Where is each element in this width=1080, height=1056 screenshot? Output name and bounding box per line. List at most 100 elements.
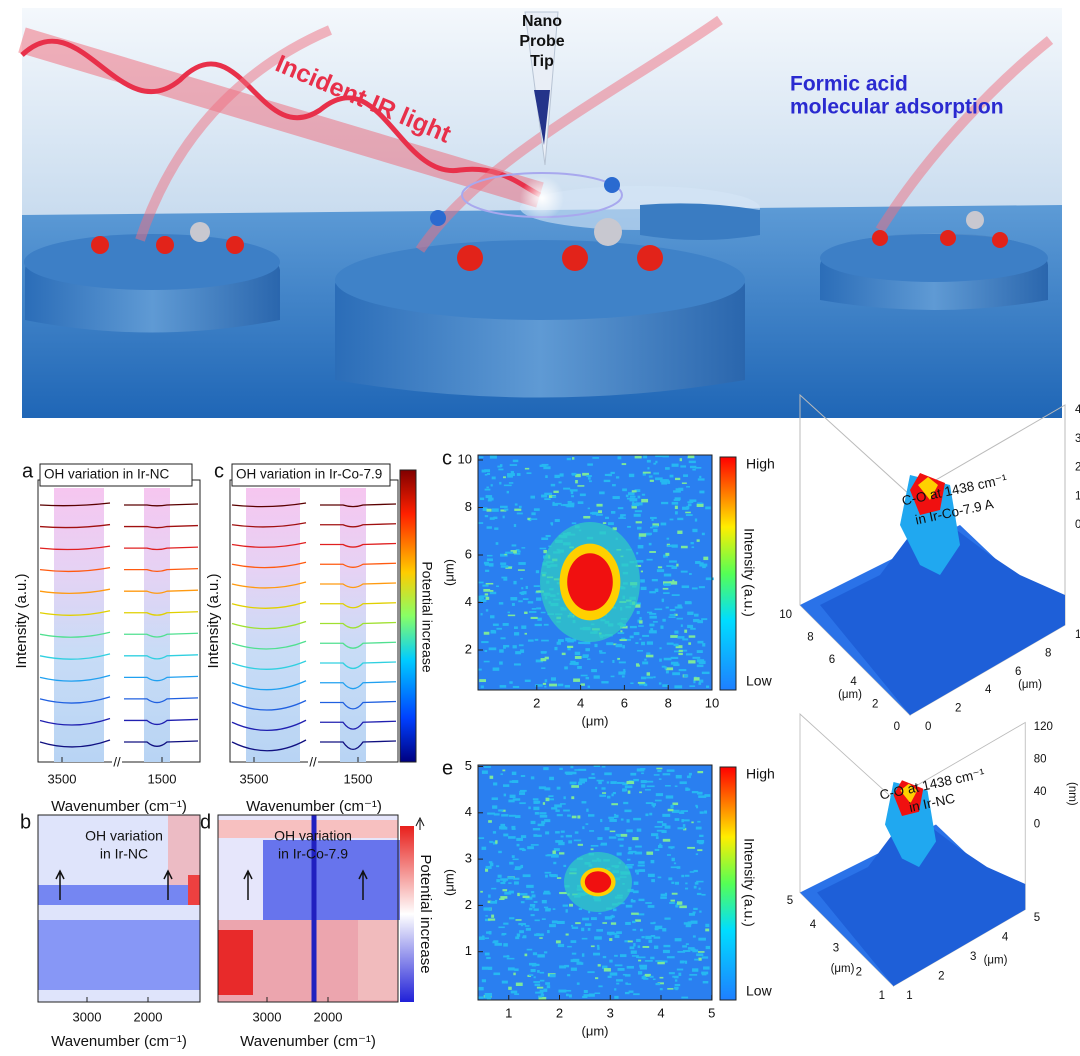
map-speckle [674,785,678,788]
label: 2000 [314,1009,343,1024]
map-speckle [629,946,635,950]
map-speckle [646,851,654,855]
map-speckle [499,661,503,665]
map-speckle [491,914,495,918]
map-speckle [514,503,518,506]
map-speckle [662,949,670,954]
map-speckle [628,850,637,853]
map-speckle [480,685,484,689]
map-speckle [607,975,612,978]
map-speckle [516,473,521,476]
map-speckle [563,796,566,800]
spectrum [320,503,397,508]
illustration-label: Probe [519,33,564,50]
map-speckle [663,592,670,595]
map-speckle [598,985,603,988]
map-speckle [661,501,669,505]
map-speckle [640,570,644,573]
map-speckle [519,847,525,851]
map-speckle [492,667,500,671]
spectrum [124,675,199,682]
map-speckle [668,616,676,618]
map-speckle [552,501,555,504]
axis-break [308,758,318,766]
map-speckle [697,820,701,823]
map-speckle [487,499,492,502]
contour [218,930,253,995]
map-speckle [576,961,582,965]
map-speckle [629,498,638,502]
map-speckle [640,579,645,583]
map-speckle [687,501,694,504]
map-speckle [528,806,531,810]
map-speckle [634,489,641,492]
map-speckle [493,516,498,520]
map-speckle [550,483,556,487]
map-speckle [610,675,615,678]
map-speckle [632,501,635,504]
map-speckle [568,994,572,998]
label: High [746,456,775,472]
map-speckle [500,896,508,899]
illustration-label: Nano [522,13,562,30]
spectrum [320,542,397,548]
map-speckle [644,658,647,661]
map-speckle [513,972,516,976]
map-speckle [704,794,711,797]
map-speckle [588,477,591,480]
map-speckle [487,472,491,475]
map-speckle [644,973,651,977]
map-speckle [507,967,515,971]
spectrum [124,740,199,747]
map-speckle [606,931,615,935]
map-speckle [485,569,490,572]
map-speckle [575,922,581,925]
map-speckle [572,457,575,460]
spectrum [320,582,397,589]
map-speckle [670,656,679,660]
molecules [91,177,1008,271]
map-speckle [631,955,639,957]
map-speckle [663,554,666,558]
map-speckle [581,953,585,957]
colorbar [399,469,417,763]
map-speckle [617,456,622,460]
map-speckle [691,587,698,590]
map-speckle [602,792,607,794]
map-speckle [701,956,709,959]
map-speckle [545,831,550,835]
label: 4 [850,676,857,688]
map-speckle [542,802,546,805]
label: c [442,447,452,469]
colorbar [719,766,737,1001]
map-speckle [693,679,696,684]
map-speckle [570,660,576,663]
map-speckle [518,562,526,565]
label: Potential increase [417,854,434,973]
map-speckle [492,805,498,809]
map-speckle [577,843,583,846]
label: 10 [458,451,472,466]
map-speckle [622,645,625,649]
map-speckle [531,894,536,898]
map-speckle [571,796,575,800]
map-speckle [513,877,520,880]
map-speckle [526,472,532,475]
label: Wavenumber (cm⁻¹) [51,798,187,815]
map-speckle [574,651,581,656]
map-speckle [532,828,541,831]
map-speckle [671,661,679,664]
map-speckle [651,518,654,521]
map-speckle [578,768,587,771]
map-speckle [683,649,688,652]
map-speckle [625,904,633,908]
map-speckle [569,662,575,665]
map-speckle [503,578,508,581]
map-speckle [565,909,568,913]
pedestal [640,203,760,240]
map-speckle [692,656,701,659]
map-speckle [541,463,549,466]
map-speckle [664,666,667,670]
map-speckle [573,678,581,682]
map-speckle [620,833,628,837]
